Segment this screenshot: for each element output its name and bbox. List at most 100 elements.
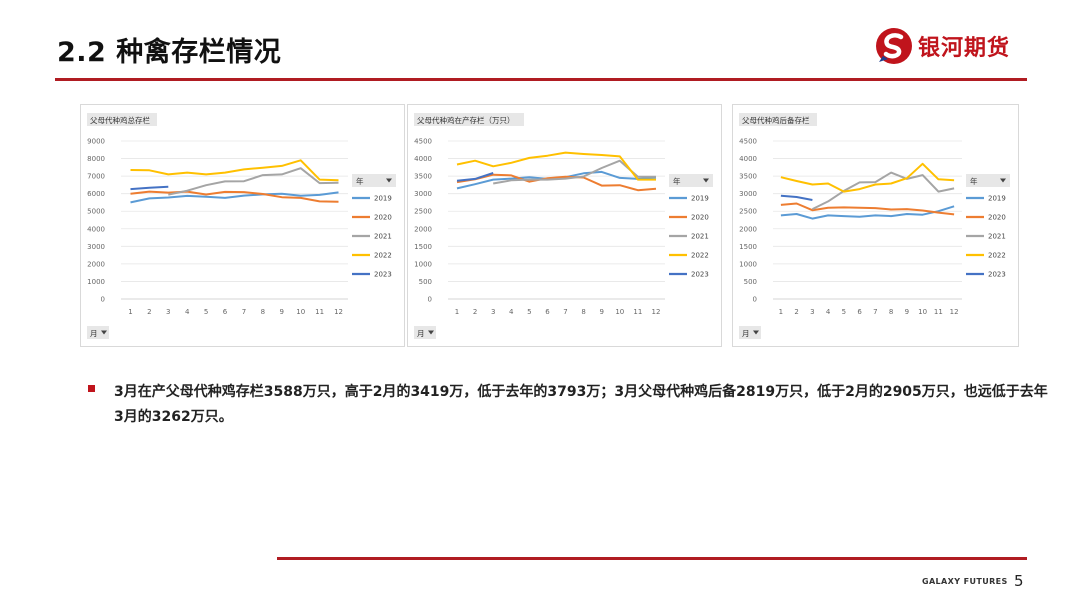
legend-item: 2019 (966, 195, 1006, 203)
bullet-icon (88, 385, 95, 392)
chart-title-text: 父母代种鸡总存栏 (90, 115, 150, 125)
x-tick-label: 10 (918, 308, 927, 316)
x-tick-label: 8 (889, 308, 893, 316)
x-tick-label: 11 (934, 308, 943, 316)
x-tick-label: 4 (509, 308, 514, 316)
axis-filter-button[interactable]: 月 (739, 326, 761, 339)
legend-label: 2021 (988, 233, 1006, 241)
x-tick-label: 12 (651, 308, 660, 316)
legend-label: 2023 (988, 271, 1006, 279)
x-tick-label: 6 (545, 308, 550, 316)
x-tick-label: 1 (455, 308, 459, 316)
y-tick-label: 0 (753, 296, 757, 304)
y-tick-label: 7000 (87, 173, 105, 181)
series-line-2022 (130, 159, 339, 182)
axis-button-label: 月 (417, 329, 425, 338)
legend-item: 2020 (352, 214, 392, 222)
legend-label: 2023 (374, 271, 392, 279)
series-line-2020 (130, 190, 339, 203)
y-tick-label: 2000 (87, 260, 105, 268)
legend-header: 年 (673, 176, 681, 186)
x-tick-label: 12 (334, 308, 343, 316)
chart-svg: 父母代种鸡在产存栏（万只） 0 500 1000 1500 2000 2500 3000 350… (414, 113, 713, 339)
x-tick-label: 5 (204, 308, 208, 316)
legend-label: 2020 (988, 214, 1006, 222)
dropdown-arrow-icon (753, 330, 759, 335)
series-line-2019 (130, 191, 339, 204)
x-tick-label: 6 (223, 308, 228, 316)
legend-item: 2021 (669, 233, 709, 241)
y-tick-label: 1500 (414, 243, 432, 251)
series-line-2023 (130, 185, 169, 191)
y-tick-label: 5000 (87, 208, 105, 216)
legend-label: 2023 (691, 271, 709, 279)
legend-item: 2022 (669, 252, 709, 260)
legend-filter-button[interactable]: 年 (669, 174, 713, 187)
legend-header: 年 (970, 176, 978, 186)
y-tick-label: 4000 (87, 225, 105, 233)
chart-total-stock: 父母代种鸡总存栏 0 1000 2000 3000 4000 5000 6000 7000 800… (80, 104, 405, 347)
x-tick-label: 2 (794, 308, 798, 316)
dropdown-arrow-icon (1000, 178, 1006, 183)
x-tick-label: 3 (810, 308, 814, 316)
legend-item: 2021 (352, 233, 392, 241)
y-tick-label: 4000 (739, 155, 757, 163)
legend-item: 2022 (352, 252, 392, 260)
legend: 年 2019 2020 2021 2022 2023 (966, 174, 1010, 279)
chart-title-text: 父母代种鸡后备存栏 (742, 115, 810, 125)
series-line-2021 (168, 167, 339, 196)
series-line-2019 (780, 205, 955, 220)
x-tick-label: 6 (857, 308, 862, 316)
x-tick-label: 5 (842, 308, 846, 316)
chart-title: 父母代种鸡后备存栏 (739, 113, 817, 126)
x-tick-label: 8 (261, 308, 265, 316)
page-number: 5 (1014, 572, 1024, 590)
legend-label: 2022 (691, 252, 709, 260)
chart-svg: 父母代种鸡总存栏 0 1000 2000 3000 4000 5000 6000 7000 800… (87, 113, 396, 339)
legend-item: 2020 (966, 214, 1006, 222)
series-line-2020 (780, 202, 955, 216)
summary-text: 3月在产父母代种鸡存栏3588万只，高于2月的3419万，低于去年的3793万；… (114, 384, 1048, 425)
x-tick-label: 11 (315, 308, 324, 316)
y-tick-label: 1000 (414, 260, 432, 268)
y-tick-label: 4500 (739, 138, 757, 146)
x-tick-label: 7 (563, 308, 567, 316)
y-tick-label: 4000 (414, 155, 432, 163)
legend-label: 2022 (374, 252, 392, 260)
x-tick-label: 10 (296, 308, 305, 316)
legend-label: 2019 (691, 195, 709, 203)
axis-filter-button[interactable]: 月 (414, 326, 436, 339)
galaxy-logo-icon (876, 28, 912, 64)
x-tick-label: 1 (779, 308, 783, 316)
y-tick-label: 2000 (414, 225, 432, 233)
legend-item: 2023 (352, 271, 392, 279)
company-logo: 银河期货 (874, 26, 1010, 66)
y-tick-label: 1500 (739, 243, 757, 251)
legend-filter-button[interactable]: 年 (352, 174, 396, 187)
y-tick-label: 3500 (414, 173, 432, 181)
x-tick-label: 10 (615, 308, 624, 316)
y-tick-label: 3500 (739, 173, 757, 181)
legend-filter-button[interactable]: 年 (966, 174, 1010, 187)
page-title: 2.2 种禽存栏情况 (57, 37, 282, 68)
y-tick-label: 2500 (739, 208, 757, 216)
x-tick-label: 4 (826, 308, 831, 316)
footer-divider (277, 557, 1027, 560)
legend: 年 2019 2020 2021 2022 2023 (669, 174, 713, 279)
dropdown-arrow-icon (101, 330, 107, 335)
series-line-2023 (456, 172, 494, 182)
series-line-2020 (456, 173, 657, 192)
x-tick-label: 7 (242, 308, 246, 316)
chart-reserve-stock: 父母代种鸡后备存栏 0 500 1000 1500 2000 2500 3000 3500 400… (732, 104, 1019, 347)
chart-title: 父母代种鸡总存栏 (87, 113, 157, 126)
x-tick-label: 2 (473, 308, 477, 316)
x-tick-label: 2 (147, 308, 151, 316)
legend-label: 2019 (988, 195, 1006, 203)
series-line-2022 (456, 151, 656, 181)
legend-item: 2019 (352, 195, 392, 203)
y-tick-label: 3000 (414, 190, 432, 198)
axis-filter-button[interactable]: 月 (87, 326, 109, 339)
logo-text: 银河期货 (918, 36, 1011, 61)
x-tick-label: 3 (166, 308, 170, 316)
legend-header: 年 (356, 176, 364, 186)
